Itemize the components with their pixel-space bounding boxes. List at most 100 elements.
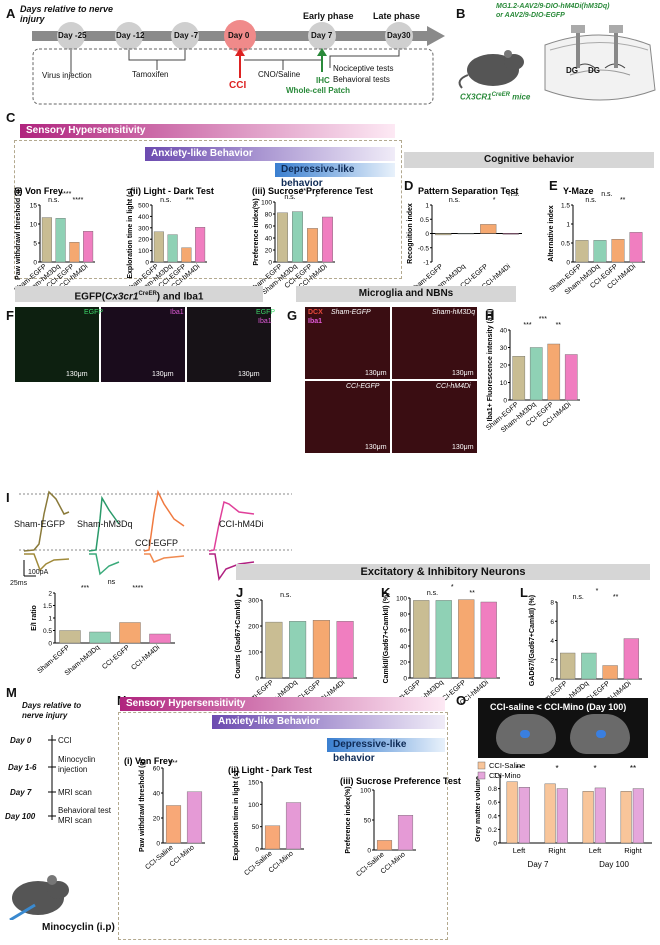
chart-d-tick-label: 0.5: [420, 217, 429, 224]
f-label-merge-egfp: EGFP: [256, 309, 276, 316]
chart-o-tick-label: 0: [493, 841, 497, 848]
chart-i-tick-label: 1: [48, 616, 52, 623]
chart-ci-bar: [55, 218, 66, 263]
chart-ci-title: (i) Von Frey: [14, 186, 63, 196]
chart-h-bar: [564, 354, 578, 401]
chart-j-tick-label: 300: [248, 598, 259, 605]
chart-o-cat-label: Right: [624, 846, 642, 855]
micrograph-sham-egfp: [305, 307, 390, 379]
chart-h-ylabel: Iba1+ Fluorescence intensity (a.u): [487, 309, 494, 422]
cognitive-banner: Cognitive behavior: [404, 152, 654, 168]
chart-k-tick-label: 0: [403, 676, 407, 683]
chart-o-ylabel: Grey matter volume: [475, 776, 482, 842]
chart-cii-tick-label: 0: [145, 260, 149, 267]
chart-ciii-tick-label: 60: [265, 224, 273, 231]
chart-o-group-label: Day 7: [528, 860, 549, 869]
day-label-5: Day30: [387, 31, 411, 40]
chart-h-bar: [529, 347, 543, 401]
g-scale-2: 130μm: [365, 444, 387, 451]
micrograph-sham-hm3dq: [392, 307, 477, 379]
panel-f-letter: F: [6, 308, 14, 323]
chart-ci-sig: n.s.: [48, 197, 59, 204]
panel-a-letter: A: [6, 6, 16, 21]
panel-o-letter: O: [456, 693, 467, 708]
chart-e-tick-label: 1.5: [561, 203, 570, 210]
virus-injection: Virus injection: [42, 71, 92, 80]
chart-l-sig: *: [596, 588, 599, 595]
chart-l-ylabel: GAD67/(Gad67+CamkII) (%): [529, 595, 536, 686]
chart-niii-ylabel: Preference index(%): [345, 786, 352, 853]
panel-c-box: [14, 140, 402, 279]
chart-ni-tick-label: 60: [153, 766, 161, 773]
chart-l-sig: **: [613, 594, 619, 601]
noci-label: Nociceptive tests: [333, 64, 394, 73]
n-anxiety-banner: Anxiety-like Behavior: [212, 715, 445, 729]
chart-ci-bar: [41, 217, 52, 263]
chart-ciii-title: (iii) Sucrose Preference Test: [252, 186, 373, 196]
panel-d-letter: D: [404, 178, 414, 193]
chart-d-bar: [502, 233, 519, 235]
chart-k-sig: n.s.: [427, 590, 438, 597]
chart-ciii-tick-label: 100: [261, 200, 272, 207]
chart-nii-tick-label: 100: [248, 802, 259, 809]
chart-ni-ylabel: Paw withdrawl threshold (g): [139, 759, 146, 852]
chart-ni-tick-label: 40: [153, 791, 161, 798]
dg-right: DG: [588, 66, 600, 75]
f-label-merge-iba1: Iba1: [258, 318, 272, 325]
chart-o-tick-label: 1: [493, 773, 497, 780]
chart-d-tick-label: -1: [423, 260, 429, 267]
chart-h-sig: ***: [539, 316, 547, 323]
chart-l-bar: [559, 652, 576, 680]
chart-k-tick-label: 80: [400, 612, 408, 619]
panel-e-letter: E: [549, 178, 558, 193]
chart-k-bar: [480, 601, 497, 679]
chart-o-bar: [632, 788, 644, 844]
chart-e-bar: [593, 240, 607, 263]
micrograph-cci-egfp: [305, 381, 390, 453]
m-ev-3: Behavioral test MRI scan: [58, 806, 111, 825]
chart-ciii-sig: *: [315, 194, 318, 201]
chart-cii-tick-label: 400: [138, 214, 149, 221]
g-scale-3: 130μm: [452, 444, 474, 451]
chart-h-bar: [512, 356, 526, 401]
chart-d-title: Pattern Separation Test: [418, 186, 518, 196]
chart-ciii-bar: [277, 212, 288, 263]
chart-j-sig: n.s.: [280, 592, 291, 599]
m-timeline: [9, 735, 69, 920]
chart-i-bar: [89, 631, 111, 644]
chart-ni-title: (i) Von Frey: [124, 756, 173, 766]
chart-nii-sig: *: [271, 774, 274, 781]
chart-o-cat-label: Right: [548, 846, 566, 855]
chart-nii-tick-label: 50: [252, 824, 260, 831]
panel-l-letter: L: [520, 585, 528, 600]
mouse-label: CX3CR1CreER mice: [460, 92, 531, 102]
chart-l-bar: [623, 638, 640, 680]
chart-o-bar: [556, 788, 568, 844]
chart-i-tick-label: 0.5: [43, 628, 52, 635]
chart-ci-tick-label: 10: [30, 222, 38, 229]
late-phase: Late phase: [373, 11, 421, 21]
chart-o-legend-swatch: [477, 771, 486, 780]
chart-ni-sig: ***: [169, 760, 177, 767]
ephys-traces: [19, 489, 292, 581]
panel-j-letter: J: [236, 585, 244, 600]
chart-h-bar: [547, 343, 561, 401]
chart-i-sig: ns: [108, 579, 116, 586]
chart-k-tick-label: 60: [400, 628, 408, 635]
chart-cii-tick-label: 500: [138, 203, 149, 210]
anxiety-banner: Anxiety-like Behavior: [145, 147, 395, 161]
chart-k-bar: [413, 600, 430, 679]
chart-i-ylabel: E/I ratio: [31, 605, 38, 631]
chart-o-group-label: Day 100: [599, 860, 629, 869]
f-scale-2: 130μm: [238, 371, 260, 378]
chart-cii-bar: [181, 247, 192, 263]
early-phase: Early phase: [303, 11, 354, 21]
chart-k-sig: *: [451, 584, 454, 591]
chart-o-bar: [518, 787, 530, 844]
panel-k-letter: K: [381, 585, 391, 600]
chart-o-legend-label: CCI-Saline: [489, 761, 525, 770]
chart-l-tick-label: 2: [550, 657, 554, 664]
chart-d-tick-label: -0.5: [418, 245, 430, 252]
chart-ci-bar: [83, 231, 94, 263]
chart-cii-ylabel: Exploration time in light (s): [127, 188, 134, 278]
